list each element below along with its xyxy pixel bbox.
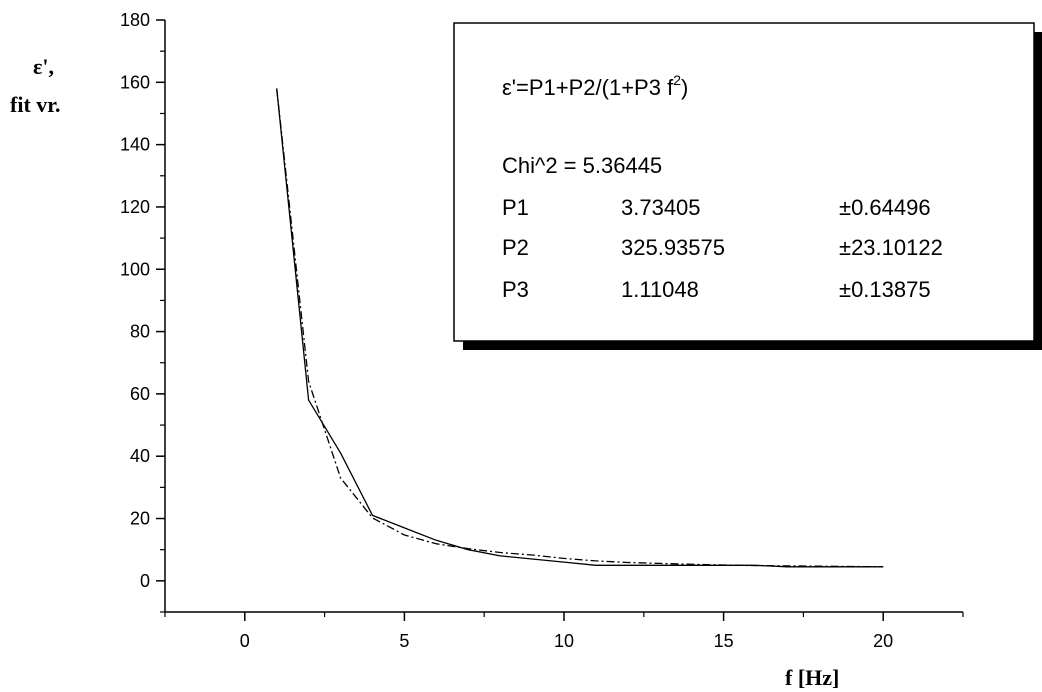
y-tick-label: 160	[120, 72, 150, 92]
x-ticks: 0 5 10 15 20	[164, 612, 964, 651]
measured-data-line	[276, 88, 884, 568]
y-tick-label: 20	[130, 509, 150, 529]
y-tick-label: 80	[130, 322, 150, 342]
y-tick-label: 140	[120, 135, 150, 155]
y-tick-label: 0	[140, 571, 150, 591]
y-tick-label: 120	[120, 197, 150, 217]
x-axis-label: f [Hz]	[785, 665, 839, 690]
series-layer	[276, 88, 884, 568]
fit-param-name: P1	[502, 195, 529, 220]
y-tick-label: 60	[130, 384, 150, 404]
fit-formula: ε'=P1+P2/(1+P3 f2)	[502, 72, 688, 100]
y-ticks: 0 20 40 60 80 100 120 140 160 180	[120, 10, 165, 613]
x-tick-label: 5	[399, 631, 409, 651]
fit-box-frame	[453, 22, 1035, 342]
y-tick-label: 100	[120, 259, 150, 279]
fit-param-value: 325.93575	[621, 235, 725, 260]
x-tick-label: 20	[873, 631, 893, 651]
fit-param-error: ±23.10122	[839, 235, 943, 260]
fit-param-error: ±0.13875	[839, 277, 931, 302]
x-tick-label: 0	[240, 631, 250, 651]
y-axis-label-line1: ε',	[33, 54, 54, 79]
x-tick-label: 15	[714, 631, 734, 651]
fit-param-name: P3	[502, 277, 529, 302]
fit-param-value: 3.73405	[621, 195, 701, 220]
fit-formula-close: )	[681, 75, 688, 100]
fit-formula-main: ε'=P1+P2/(1+P3 f	[502, 75, 674, 100]
y-tick-label: 40	[130, 446, 150, 466]
x-tick-label: 10	[554, 631, 574, 651]
fit-curve-line	[276, 88, 884, 568]
y-axis-label-line2: fit vr.	[10, 92, 61, 117]
fit-result-box: ε'=P1+P2/(1+P3 f2) Chi^2 = 5.36445 P1 3.…	[453, 22, 1042, 350]
fit-formula-exponent: 2	[673, 72, 681, 88]
axes: 0 20 40 60 80 100 120 140 160 180 0 5 10 15 20	[120, 10, 964, 651]
fit-chi-squared: Chi^2 = 5.36445	[502, 153, 662, 178]
fit-param-name: P2	[502, 235, 529, 260]
fit-param-value: 1.11048	[621, 277, 699, 302]
fit-param-error: ±0.64496	[839, 195, 931, 220]
y-tick-label: 180	[120, 10, 150, 30]
